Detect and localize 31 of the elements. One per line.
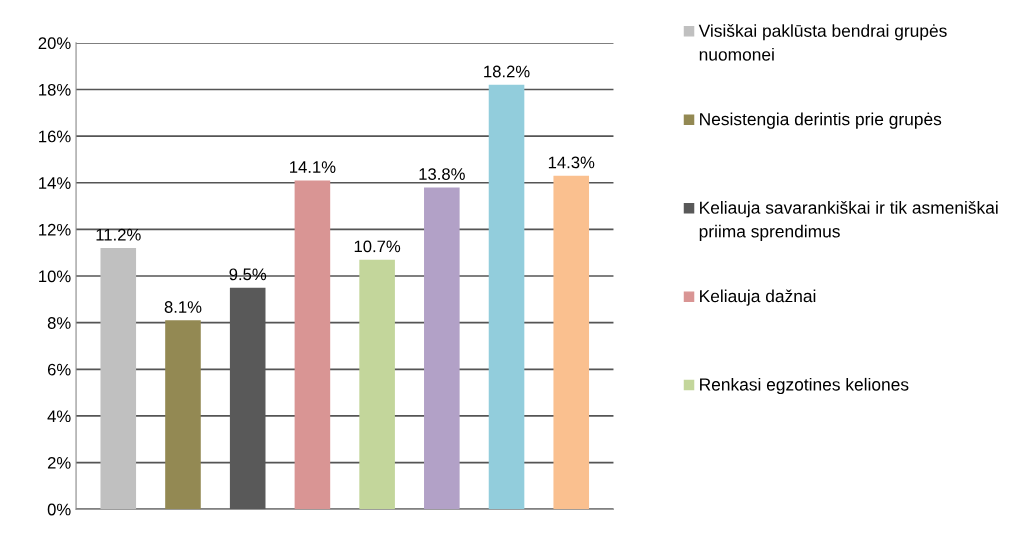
data-label: 10.7%: [354, 240, 401, 253]
y-tick-label: 16%: [39, 130, 71, 143]
data-label: 9.5%: [229, 268, 267, 281]
bar: [553, 175, 590, 510]
y-tick-label: 4%: [47, 410, 71, 423]
bar: [165, 320, 201, 510]
y-tick-label: 20%: [38, 37, 71, 50]
legend-label: Visiškai paklūsta bendrai grupės nuomonei: [698, 24, 947, 61]
y-tick-label: 8%: [47, 317, 71, 329]
bar: [488, 84, 525, 510]
data-label: 14.3%: [548, 156, 595, 169]
y-tick-label: 0%: [47, 503, 71, 516]
y-tick-label: 6%: [47, 363, 71, 376]
legend-label: Renkasi egzotines keliones: [700, 377, 909, 395]
bar: [359, 259, 395, 510]
y-tick-label: 18%: [39, 83, 71, 96]
bar: [100, 248, 137, 510]
y-tick-label: 14%: [39, 177, 71, 189]
bar: [294, 180, 331, 510]
data-label: 8.1%: [164, 301, 202, 313]
legend-label: Nesistengia derintis prie grupės: [700, 112, 942, 129]
data-label: 18.2%: [484, 65, 530, 78]
y-tick-label: 12%: [39, 223, 71, 236]
legend-label: Keliauja savarankiškai ir tik asmeniškai priima sprendimus: [699, 201, 998, 241]
y-tick-label: 10%: [39, 270, 71, 283]
bar: [424, 187, 460, 510]
data-label: 11.2%: [96, 228, 141, 241]
data-label: 14.1%: [290, 161, 336, 173]
y-tick-label: 2%: [47, 456, 71, 469]
legend-label: Keliauja dažnai: [700, 289, 816, 306]
data-label: 13.8%: [419, 168, 465, 180]
